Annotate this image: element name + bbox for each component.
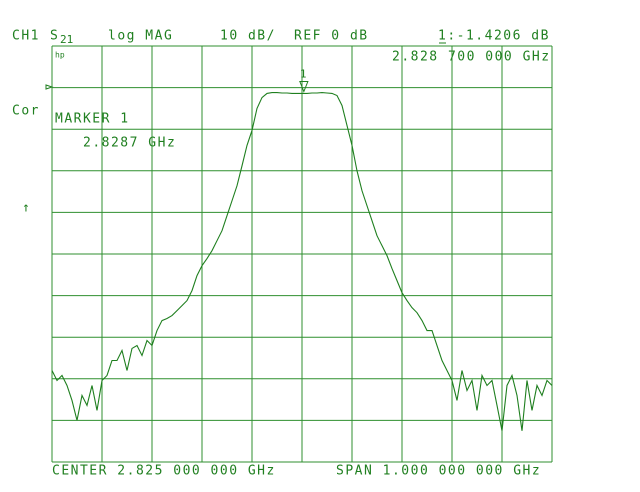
marker-readout: 1:-1.4206 dB xyxy=(438,29,550,44)
format: log MAG xyxy=(108,29,173,44)
trace xyxy=(51,92,553,431)
hp-logo: hp xyxy=(55,51,65,60)
parameter-subscript: 21 xyxy=(60,33,73,46)
center: CENTER 2.825 000 000 GHz xyxy=(52,464,276,479)
span: SPAN 1.000 000 000 GHz xyxy=(336,464,541,479)
marker-title: MARKER 1 xyxy=(55,112,130,127)
scale: 10 dB/ xyxy=(220,29,276,44)
arrow-indicator: ↑ xyxy=(22,201,31,216)
marker-value: 2.8287 GHz xyxy=(83,136,176,151)
marker-frequency: 2.828 700 000 GHz xyxy=(392,50,551,65)
reference-marker xyxy=(45,84,54,90)
marker xyxy=(299,81,309,93)
parameter: S xyxy=(50,29,59,44)
channel: CH1 xyxy=(12,29,40,44)
reference: REF 0 dB xyxy=(294,29,369,44)
marker-number: 1 xyxy=(300,68,307,81)
correction: Cor xyxy=(12,104,40,119)
